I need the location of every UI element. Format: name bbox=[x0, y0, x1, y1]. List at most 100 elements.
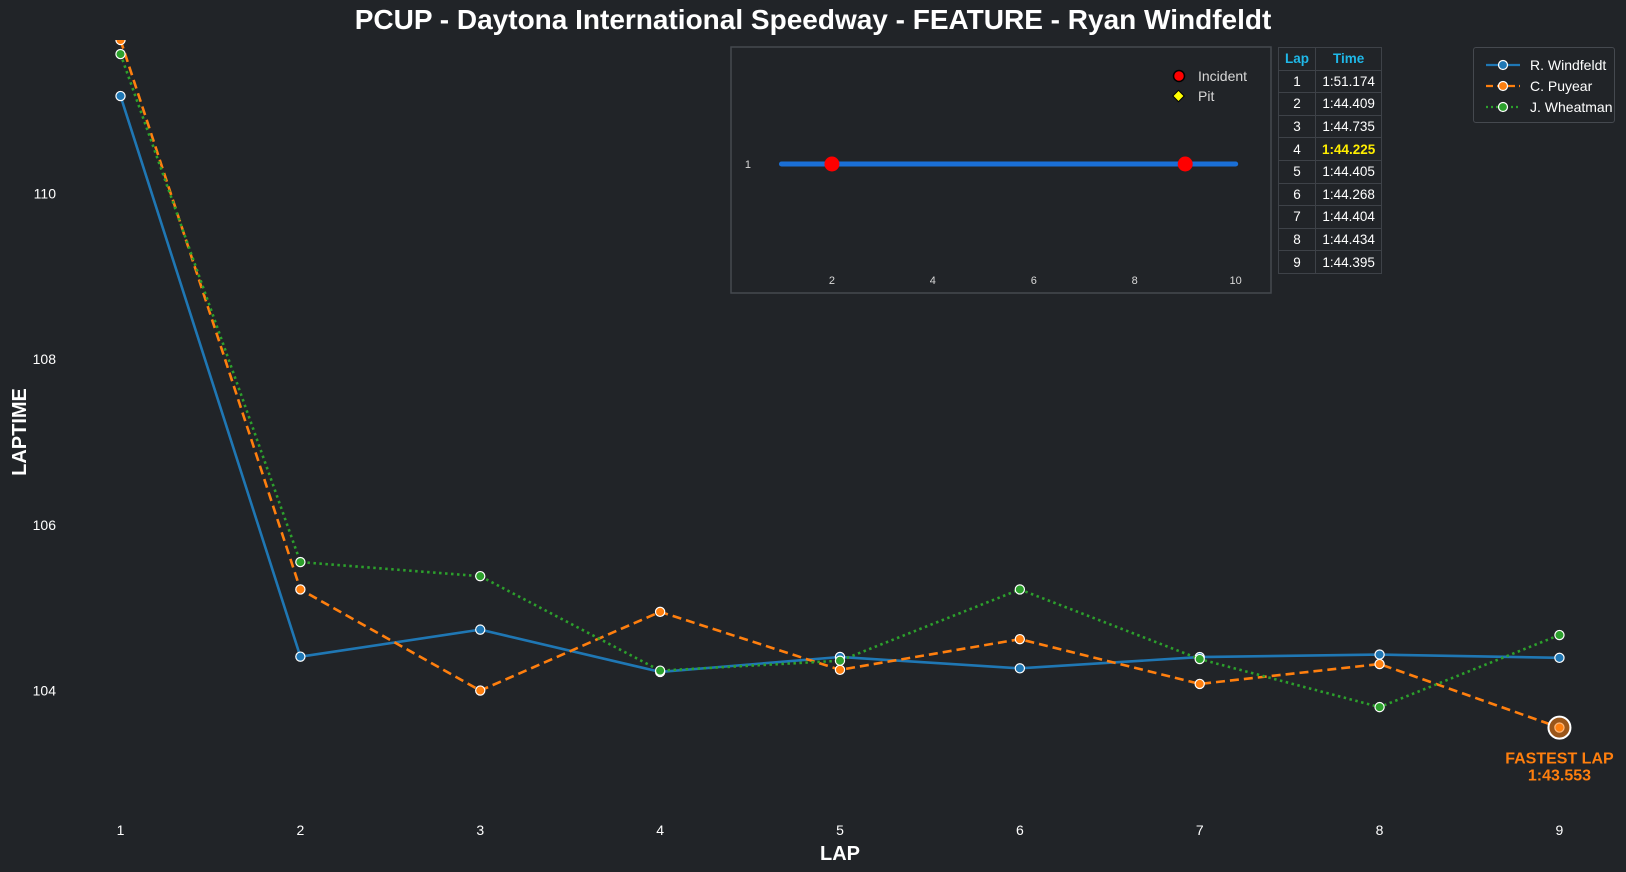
table-cell-time: 1:44.405 bbox=[1315, 159, 1383, 184]
data-point-windfeldt bbox=[1014, 663, 1026, 674]
y-axis-ticks: 104 106 108 110 bbox=[33, 185, 57, 698]
x-tick-label: 2 bbox=[296, 822, 304, 838]
fastest-lap-marker bbox=[1547, 715, 1572, 740]
table-cell-time: 1:51.174 bbox=[1315, 69, 1383, 94]
x-tick-label: 7 bbox=[1196, 822, 1204, 838]
legend-line-puyear bbox=[1486, 80, 1520, 92]
data-point-wheatman bbox=[475, 570, 486, 582]
data-point-puyear bbox=[1014, 633, 1026, 645]
x-tick-label: 5 bbox=[836, 822, 844, 838]
table-header-time: Time bbox=[1315, 47, 1383, 71]
data-point-wheatman bbox=[1194, 653, 1205, 665]
legend-label-windfeldt: R. Windfeldt bbox=[1530, 57, 1607, 73]
table-cell-time: 1:44.268 bbox=[1315, 182, 1383, 207]
y-tick-label: 104 bbox=[33, 683, 57, 699]
data-point-wheatman bbox=[1554, 629, 1565, 641]
fastest-lap-label: FASTEST LAP bbox=[1505, 751, 1614, 768]
table-cell-time: 1:44.409 bbox=[1315, 92, 1383, 116]
incident-legend-label: Incident bbox=[1198, 68, 1247, 84]
table-row: 1 1:51.174 bbox=[1277, 69, 1383, 94]
inset-x-tick-label: 8 bbox=[1132, 275, 1138, 287]
inset-x-tick-label: 10 bbox=[1230, 275, 1242, 287]
incident-legend-marker bbox=[1172, 69, 1186, 83]
inset-incidents bbox=[824, 156, 1193, 172]
fastest-lap-time: 1:43.553 bbox=[1528, 768, 1591, 785]
y-tick-label: 106 bbox=[33, 517, 57, 533]
table-header-row: Lap Time bbox=[1277, 47, 1383, 71]
data-point-puyear bbox=[834, 664, 846, 676]
table-cell-time: 1:44.225 bbox=[1315, 137, 1383, 161]
legend-item-windfeldt: R. Windfeldt bbox=[1484, 55, 1606, 75]
legend-label-puyear: C. Puyear bbox=[1530, 78, 1593, 94]
legend-line-windfeldt bbox=[1486, 59, 1520, 71]
table-cell-lap: 7 bbox=[1277, 205, 1317, 229]
legend-item-puyear: C. Puyear bbox=[1484, 76, 1592, 96]
data-point-puyear bbox=[475, 685, 486, 696]
lap-time-table: Lap Time 1 1:51.174 2 1:44.409 3 1:44.735 4 1:4… bbox=[1277, 47, 1383, 274]
x-tick-label: 9 bbox=[1556, 822, 1564, 838]
legend-label-wheatman: J. Wheatman bbox=[1530, 99, 1613, 115]
data-point-windfeldt bbox=[1374, 649, 1385, 660]
data-point-puyear bbox=[1374, 658, 1385, 670]
inset-x-tick-label: 6 bbox=[1031, 275, 1037, 287]
chart-title: PCUP - Daytona International Speedway - … bbox=[354, 4, 1272, 35]
pit-legend-marker bbox=[1172, 89, 1185, 103]
legend-item-wheatman: J. Wheatman bbox=[1484, 97, 1612, 117]
data-point-puyear bbox=[115, 40, 126, 46]
data-point-wheatman bbox=[1374, 701, 1385, 713]
pit-legend-label: Pit bbox=[1198, 88, 1214, 104]
x-tick-label: 1 bbox=[117, 822, 125, 838]
table-cell-time: 1:44.434 bbox=[1315, 227, 1383, 252]
y-axis-title: LAPTIME bbox=[9, 388, 31, 476]
table-row: 4 1:44.225 bbox=[1277, 137, 1383, 161]
inset-x-ticks: 2 4 6 8 10 bbox=[829, 275, 1242, 287]
data-point-windfeldt bbox=[1554, 652, 1565, 664]
series-layer bbox=[115, 40, 1565, 733]
x-tick-label: 3 bbox=[476, 822, 484, 838]
table-cell-lap: 8 bbox=[1277, 227, 1317, 252]
table-cell-time: 1:44.395 bbox=[1315, 250, 1383, 274]
data-point-puyear bbox=[295, 584, 306, 595]
table-cell-lap: 9 bbox=[1277, 250, 1317, 274]
incident-marker bbox=[824, 156, 840, 172]
table-cell-lap: 5 bbox=[1277, 159, 1317, 184]
table-row: 6 1:44.268 bbox=[1277, 182, 1383, 207]
x-tick-label: 4 bbox=[656, 822, 664, 838]
fastest-lap-annotation: FASTEST LAP 1:43.553 bbox=[1505, 715, 1614, 785]
x-tick-label: 6 bbox=[1016, 822, 1024, 838]
table-cell-time: 1:44.735 bbox=[1315, 114, 1383, 139]
x-axis-title: LAP bbox=[820, 843, 860, 865]
table-row: 8 1:44.434 bbox=[1277, 227, 1383, 252]
chart-legend: R. Windfeldt C. Puyear J. Wheatman bbox=[1473, 47, 1615, 123]
inset-frame bbox=[730, 46, 1272, 294]
data-point-wheatman bbox=[654, 665, 666, 676]
incident-marker bbox=[1177, 156, 1193, 172]
table-cell-lap: 6 bbox=[1277, 182, 1317, 207]
table-cell-lap: 2 bbox=[1277, 92, 1317, 116]
data-point-wheatman bbox=[115, 48, 126, 60]
table-row: 7 1:44.404 bbox=[1277, 205, 1383, 229]
incident-inset: 2 4 6 8 10 1 Incident Pit bbox=[730, 46, 1272, 294]
y-tick-label: 110 bbox=[34, 185, 57, 201]
data-point-wheatman bbox=[834, 655, 846, 666]
table-row: 9 1:44.395 bbox=[1277, 250, 1383, 274]
data-point-windfeldt bbox=[475, 624, 486, 635]
inset-x-tick-label: 2 bbox=[829, 275, 835, 287]
data-point-windfeldt bbox=[115, 90, 126, 102]
table-cell-time: 1:44.404 bbox=[1315, 205, 1383, 229]
data-point-puyear bbox=[654, 606, 666, 618]
inset-x-tick-label: 4 bbox=[930, 275, 936, 287]
table-header-lap: Lap bbox=[1277, 47, 1317, 71]
table-row: 2 1:44.409 bbox=[1277, 92, 1383, 116]
table-cell-lap: 4 bbox=[1277, 137, 1317, 161]
inset-y-ticks: 1 bbox=[745, 159, 751, 171]
inset-legend: Incident Pit bbox=[1172, 68, 1247, 104]
legend-line-wheatman bbox=[1486, 101, 1520, 113]
table-cell-lap: 3 bbox=[1277, 114, 1317, 139]
inset-y-tick-label: 1 bbox=[745, 159, 751, 171]
data-point-puyear bbox=[1194, 678, 1205, 690]
y-tick-label: 108 bbox=[33, 351, 57, 367]
table-row: 5 1:44.405 bbox=[1277, 159, 1383, 184]
data-point-wheatman bbox=[1014, 584, 1026, 595]
